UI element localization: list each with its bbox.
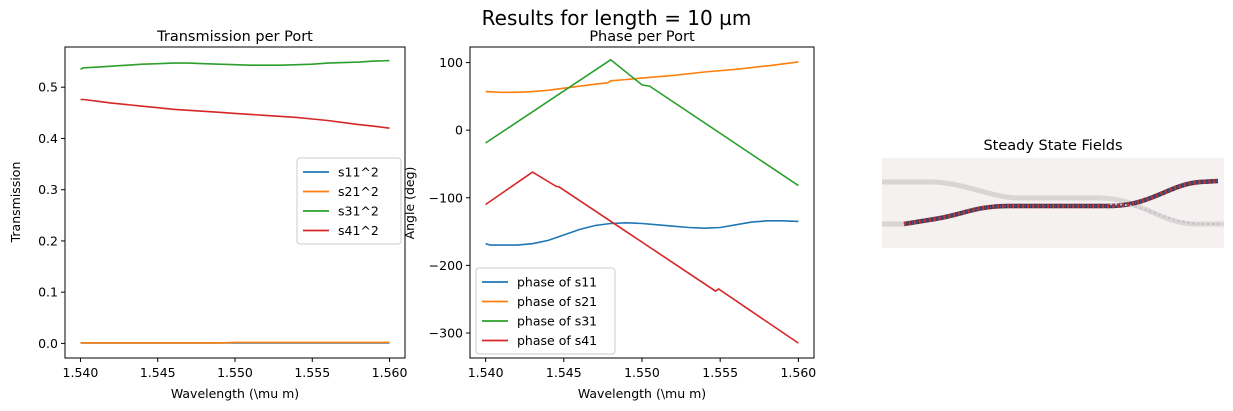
transmission-xtick-label: 1.555 (294, 365, 330, 380)
series-line-phase-of-s21 (485, 61, 799, 94)
legend-label: s41^2 (338, 223, 379, 238)
series-line-s31-2 (80, 59, 390, 71)
transmission-series-group (80, 59, 390, 344)
legend-label: phase of s41 (517, 333, 597, 348)
transmission-ytick-label: 0.2 (38, 233, 58, 248)
phase-series-group (485, 58, 799, 344)
transmission-xlabel: Wavelength (\mu m) (171, 386, 299, 401)
legend-label: s11^2 (338, 165, 379, 180)
phase-xtick-label: 1.540 (468, 365, 504, 380)
transmission-legend: s11^2 s21^2 s31^2 s41^2 (296, 157, 402, 245)
legend-label: phase of s31 (517, 314, 597, 329)
phase-xtick-label: 1.555 (702, 365, 738, 380)
phase-ytick-label: 100 (439, 55, 463, 70)
transmission-legend-box (296, 157, 402, 245)
phase-xtick-label: 1.550 (624, 365, 660, 380)
transmission-ticks: 1.540 1.545 1.550 1.555 1.560 0.0 0.1 0.2 0.3 0.4… (38, 80, 407, 380)
field-image-panel: Steady State Fields (882, 138, 1224, 248)
transmission-xtick-label: 1.560 (372, 365, 408, 380)
transmission-ytick-label: 0.1 (38, 285, 58, 300)
transmission-ytick-label: 0.3 (38, 182, 58, 197)
legend-label: phase of s11 (517, 275, 597, 290)
phase-legend-box (475, 267, 616, 355)
phase-title: Phase per Port (589, 29, 695, 45)
transmission-ytick-label: 0.4 (38, 131, 58, 146)
steady-state-field-image (882, 158, 1224, 248)
series-line-s21-2 (80, 341, 390, 344)
transmission-ytick-label: 0.0 (38, 336, 58, 351)
legend-label: s31^2 (338, 204, 379, 219)
phase-ytick-label: −200 (429, 258, 463, 273)
legend-label: phase of s21 (517, 294, 597, 309)
phase-legend: phase of s11 phase of s21 phase of s31 phas… (475, 267, 616, 355)
series-line-phase-of-s11 (485, 220, 799, 246)
phase-ytick-label: −100 (429, 190, 463, 205)
phase-ytick-label: 0 (455, 123, 463, 138)
phase-ytick-label: −300 (429, 325, 463, 340)
phase-xtick-label: 1.560 (780, 365, 816, 380)
field-image-title: Steady State Fields (983, 138, 1122, 154)
transmission-ylabel: Transmission (8, 162, 23, 244)
transmission-xtick-label: 1.540 (63, 365, 99, 380)
figure-suptitle: Results for length = 10 µm (481, 6, 752, 30)
phase-xtick-label: 1.545 (546, 365, 582, 380)
transmission-axes: 1.540 1.545 1.550 1.555 1.560 0.0 0.1 0.2 0.3 0.4… (8, 29, 407, 401)
phase-axes: 1.540 1.545 1.550 1.555 1.560 100 0 −100 −200 −30… (402, 29, 816, 401)
series-line-phase-of-s31 (485, 58, 799, 187)
phase-ticks: 1.540 1.545 1.550 1.555 1.560 100 0 −100 −200 −30… (429, 55, 817, 380)
transmission-xtick-label: 1.550 (217, 365, 253, 380)
transmission-xtick-label: 1.545 (140, 365, 176, 380)
phase-xlabel: Wavelength (\mu m) (578, 386, 706, 401)
series-line-s41-2 (80, 98, 390, 129)
legend-label: s21^2 (338, 184, 379, 199)
series-line-phase-of-s41 (485, 171, 799, 344)
transmission-title: Transmission per Port (156, 29, 313, 45)
phase-ylabel: Angle (deg) (402, 167, 417, 240)
transmission-ytick-label: 0.5 (38, 80, 58, 95)
